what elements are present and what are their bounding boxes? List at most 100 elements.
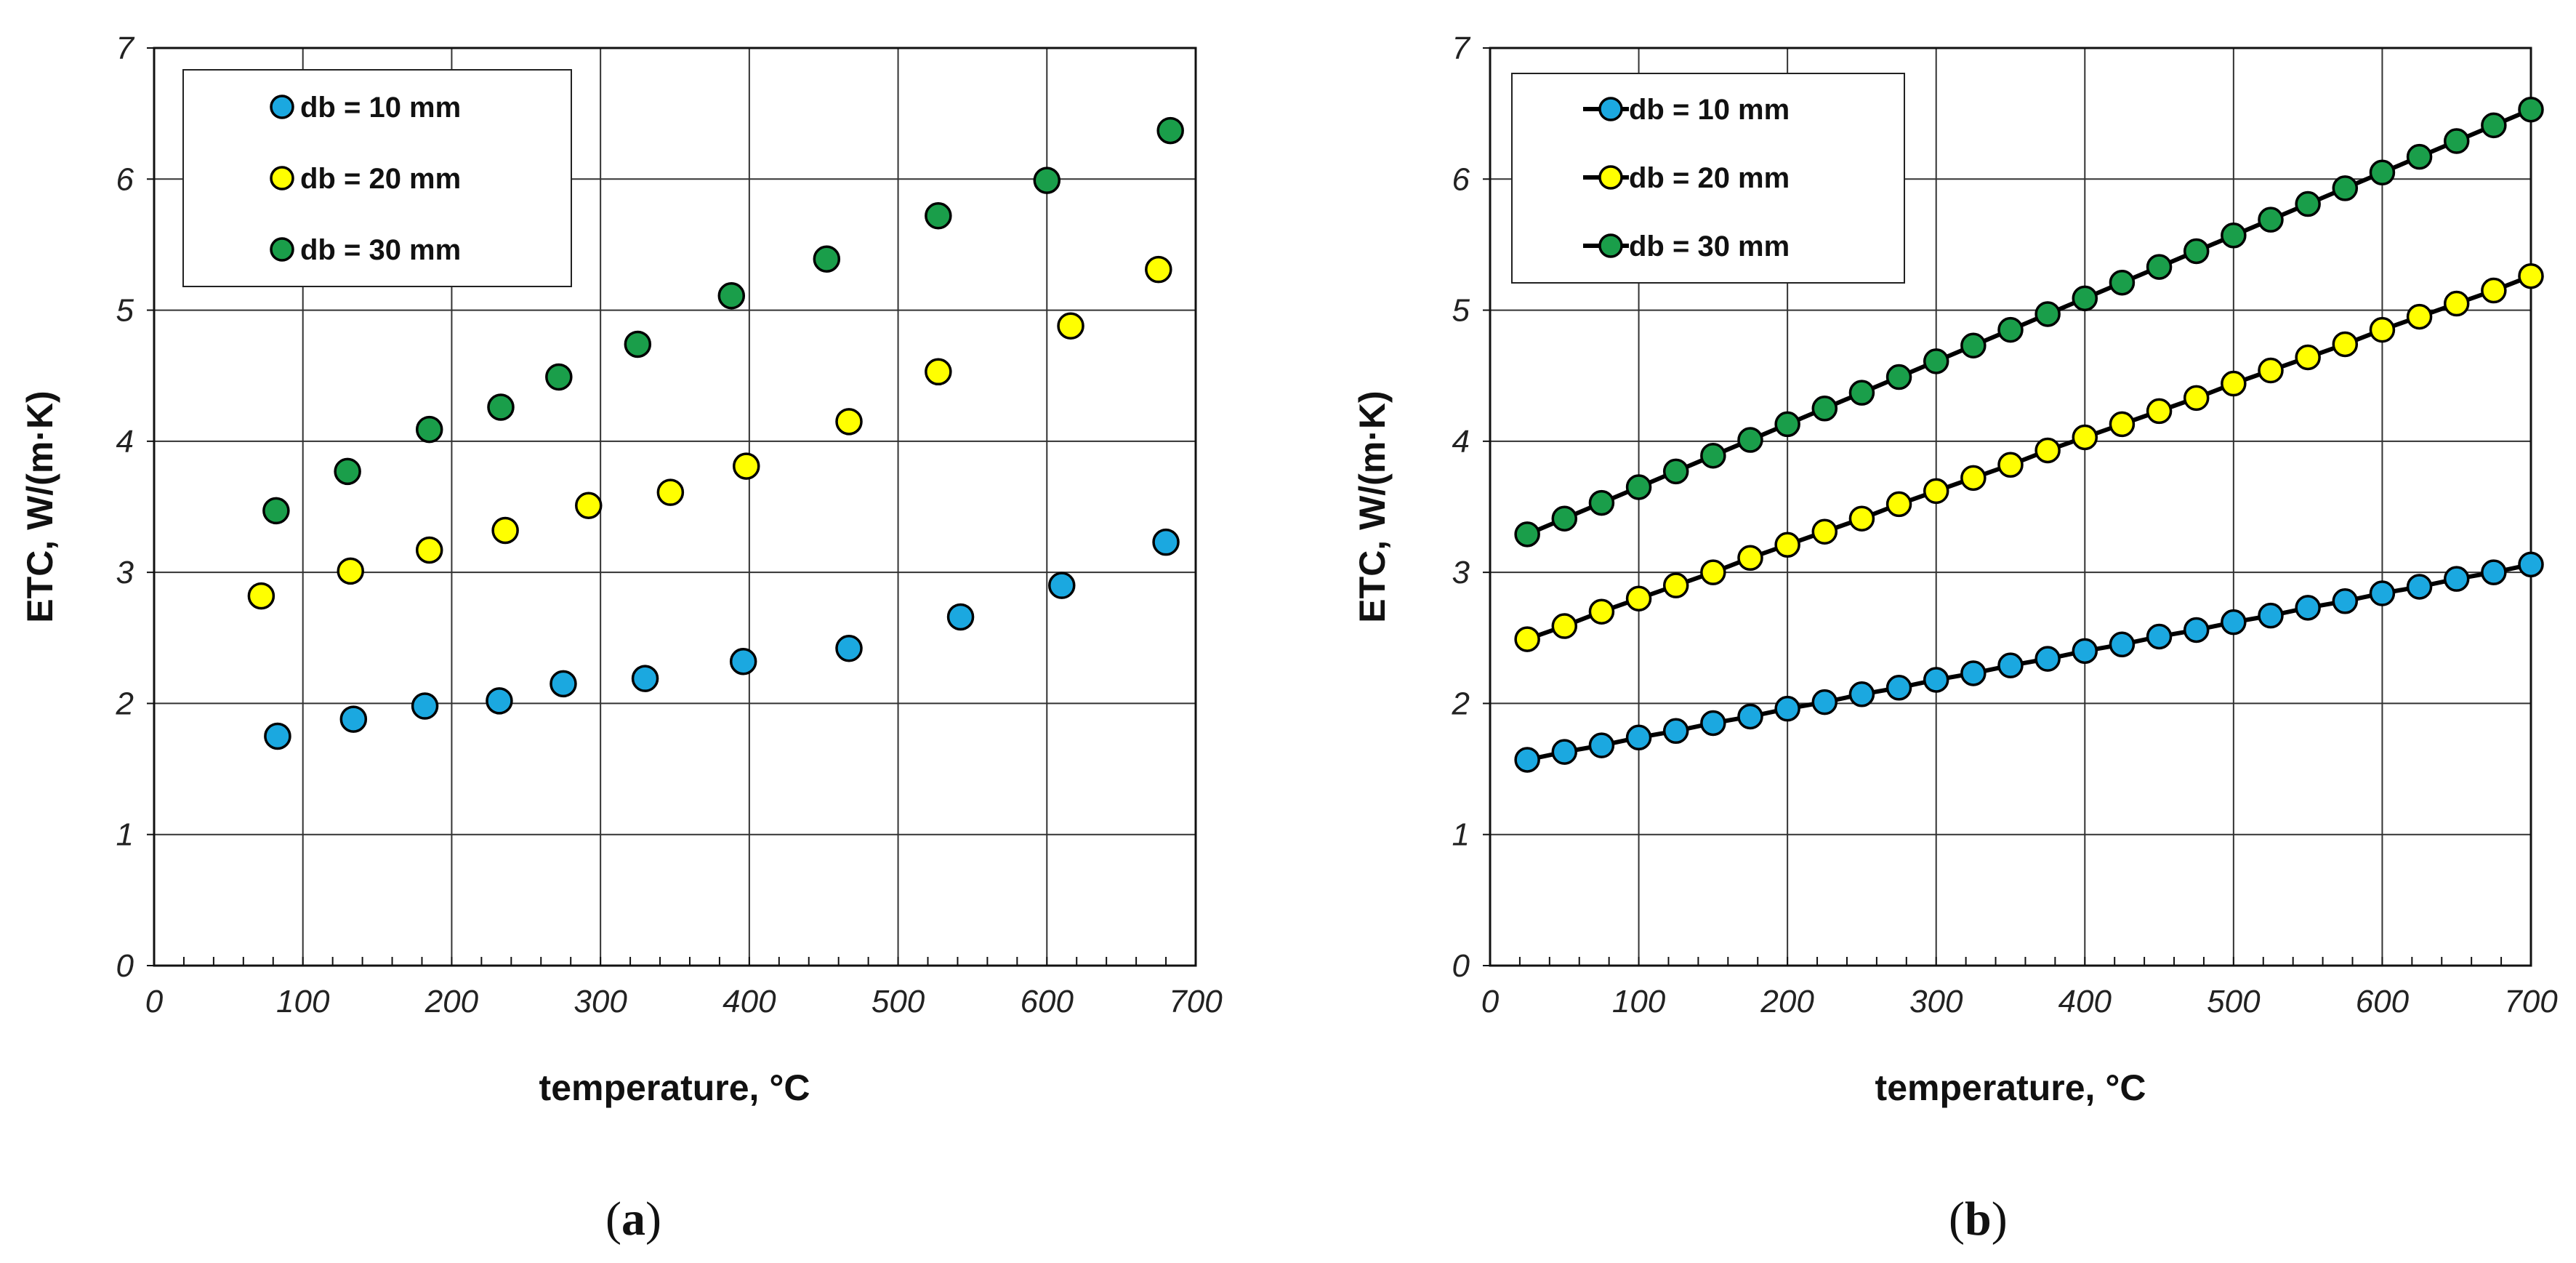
series-line	[1526, 273, 2532, 641]
data-point	[1551, 613, 1578, 639]
data-point	[1923, 667, 1949, 693]
data-point	[2146, 398, 2173, 425]
y-tick-label: 6	[1452, 161, 1470, 197]
data-point	[1960, 332, 1987, 358]
data-point	[2146, 254, 2173, 280]
y-tick-label: 1	[116, 817, 134, 853]
series-3	[262, 116, 1184, 525]
y-tick-label: 3	[116, 555, 134, 590]
data-point	[550, 670, 577, 698]
data-point	[717, 281, 746, 310]
data-point	[487, 393, 515, 421]
y-tick-label: 2	[1452, 686, 1470, 721]
data-point	[1048, 572, 1076, 599]
data-point	[1885, 364, 1912, 390]
series-2	[1514, 262, 2544, 652]
data-point	[1057, 312, 1084, 340]
data-point	[1514, 521, 1540, 548]
legend: db = 10 mm db = 20 mm db = 30 mm	[182, 69, 572, 287]
panel-label-paren: )	[1992, 1192, 2008, 1246]
data-point	[247, 582, 275, 610]
data-point	[2332, 175, 2359, 201]
data-point	[813, 245, 841, 273]
data-point	[1145, 255, 1172, 284]
data-point	[337, 557, 364, 585]
legend-box	[182, 69, 572, 287]
data-point	[1514, 626, 1540, 652]
data-point	[2518, 96, 2544, 123]
data-point	[835, 408, 863, 436]
data-point	[1662, 458, 1689, 485]
data-point	[411, 692, 439, 720]
x-tick-label: 200	[424, 984, 479, 1019]
data-point	[1588, 732, 1615, 758]
data-point	[1960, 660, 1987, 686]
legend-marker	[1598, 165, 1623, 190]
data-point	[1625, 724, 1652, 751]
legend-label: db = 30 mm	[300, 234, 461, 266]
data-point	[1152, 528, 1180, 556]
plot-area-frame	[153, 47, 1197, 967]
data-point	[2258, 602, 2284, 629]
y-tick-label: 4	[116, 424, 134, 460]
data-point	[2183, 385, 2210, 412]
x-tick-label: 0	[145, 984, 164, 1019]
x-tick-label: 100	[276, 984, 330, 1019]
data-point	[1923, 478, 1949, 505]
x-tick-label: 300	[573, 984, 627, 1019]
data-point	[2221, 222, 2247, 249]
data-point	[2258, 357, 2284, 384]
y-tick-label: 0	[1452, 948, 1470, 984]
data-point	[729, 647, 757, 675]
x-tick-label: 100	[1612, 984, 1666, 1019]
y-tick-label: 3	[1452, 555, 1470, 590]
data-point	[2034, 646, 2061, 672]
data-point	[2109, 269, 2136, 296]
data-point	[2481, 112, 2507, 139]
series-line	[1526, 107, 2532, 537]
chart-panel-a: 0 100 200 300 400 500 600 700 0 1 2 3 4 5 6 7 temperatur…	[20, 31, 1223, 1246]
data-point	[2369, 316, 2396, 343]
x-axis-title: temperature, °C	[539, 1067, 810, 1108]
x-tick-label: 500	[872, 984, 925, 1019]
data-point	[2443, 290, 2470, 317]
data-point	[2406, 143, 2433, 170]
data-point	[1811, 689, 1838, 715]
data-point	[2443, 566, 2470, 592]
data-point	[2183, 238, 2210, 265]
x-tick-label: 600	[2356, 984, 2410, 1019]
data-point	[1997, 452, 2024, 478]
data-point	[1848, 505, 1875, 532]
data-point	[631, 665, 659, 692]
data-point	[1737, 703, 1763, 730]
x-axis-title: temperature, °C	[1875, 1067, 2146, 1108]
series-2	[247, 255, 1172, 610]
series-line	[1526, 562, 2532, 762]
data-point	[2072, 424, 2098, 451]
data-point	[2332, 588, 2359, 614]
data-point	[1514, 747, 1540, 773]
legend: db = 10 mm db = 20 mm db = 30 mm	[1511, 73, 1905, 284]
y-tick-label: 7	[1452, 31, 1471, 66]
data-point	[925, 202, 952, 230]
data-point	[1811, 396, 1838, 422]
data-point	[1848, 681, 1875, 707]
data-point	[2034, 437, 2061, 464]
data-point	[491, 516, 519, 545]
data-point	[2221, 370, 2247, 397]
y-tick-label: 5	[116, 293, 134, 329]
y-tick-label: 0	[116, 948, 134, 984]
data-point	[1700, 559, 1726, 585]
x-tick-label: 400	[2058, 984, 2112, 1019]
data-point	[2406, 303, 2433, 330]
data-point	[1700, 710, 1726, 737]
legend-label: db = 30 mm	[1629, 230, 1790, 262]
series-3	[1514, 96, 2544, 548]
data-point	[1156, 116, 1184, 145]
data-point	[1737, 545, 1763, 572]
y-tick-label: 2	[116, 686, 134, 721]
data-point	[262, 497, 290, 525]
data-point	[2295, 191, 2321, 217]
data-point	[624, 330, 652, 358]
data-point	[339, 705, 368, 733]
